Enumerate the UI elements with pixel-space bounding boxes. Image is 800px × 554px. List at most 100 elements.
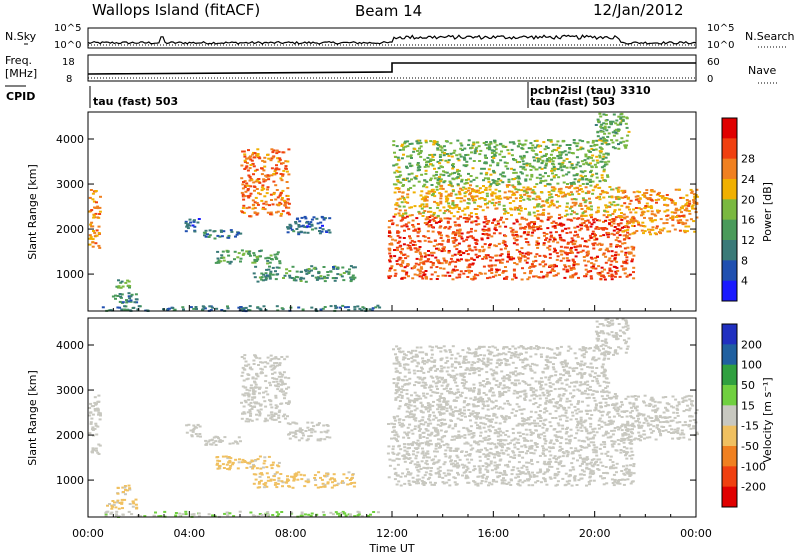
range-cell [281, 174, 285, 177]
range-cell [504, 235, 508, 238]
range-cell [542, 208, 546, 211]
range-cell [512, 438, 516, 441]
range-cell [545, 483, 549, 486]
range-cell [542, 472, 546, 475]
range-cell [226, 307, 230, 310]
range-cell [549, 215, 553, 218]
range-cell [299, 278, 303, 281]
range-cell [280, 162, 283, 165]
range-cell [318, 226, 322, 229]
range-cell [207, 440, 211, 443]
range-cell [670, 201, 674, 204]
range-cell [222, 256, 226, 259]
range-cell [125, 301, 129, 304]
range-cell [259, 408, 263, 411]
range-cell [450, 155, 454, 158]
range-cell [572, 261, 576, 263]
range-cell [444, 261, 448, 264]
range-cell [249, 387, 253, 389]
range-cell [253, 254, 256, 257]
range-cell [463, 182, 467, 185]
range-cell [408, 237, 412, 240]
range-cell [649, 194, 653, 196]
range-cell [303, 513, 307, 516]
range-cell [300, 437, 304, 440]
range-cell [400, 143, 404, 146]
range-cell [466, 189, 470, 192]
range-cell [509, 207, 513, 210]
range-cell [631, 454, 635, 457]
range-cell [397, 258, 401, 261]
range-cell [287, 386, 291, 389]
range-cell [262, 486, 266, 489]
range-cell [570, 237, 574, 240]
range-cell [515, 191, 519, 194]
range-cell [491, 161, 495, 164]
range-cell [438, 175, 442, 178]
range-cell [435, 140, 439, 143]
range-cell [272, 357, 276, 360]
range-cell [123, 498, 127, 501]
range-cell [457, 197, 461, 200]
range-cell [604, 452, 608, 455]
range-cell [607, 233, 611, 236]
range-cell [535, 139, 539, 142]
range-cell [128, 503, 132, 505]
range-cell [518, 484, 522, 487]
range-cell [307, 429, 311, 432]
range-cell [457, 242, 461, 245]
range-cell [452, 268, 456, 271]
range-cell [315, 513, 319, 516]
range-cell [439, 225, 443, 228]
range-cell [552, 270, 556, 272]
range-cell [426, 217, 430, 220]
range-cell [252, 482, 256, 485]
range-cell [449, 182, 453, 185]
range-cell [629, 471, 633, 474]
range-cell [437, 443, 441, 445]
range-cell [585, 456, 589, 459]
range-cell [618, 208, 622, 211]
range-cell [633, 231, 637, 234]
range-cell [242, 411, 246, 414]
range-cell [470, 151, 473, 154]
range-cell [583, 240, 587, 243]
range-cell [474, 220, 478, 223]
range-cell [269, 254, 273, 257]
range-cell [277, 411, 281, 414]
range-cell [317, 277, 321, 280]
range-cell [525, 174, 529, 177]
cpid-entry-3: tau (fast) 503 [530, 95, 615, 108]
range-cell [495, 180, 499, 183]
range-cell [251, 460, 255, 463]
range-cell [486, 237, 490, 240]
range-cell [274, 384, 277, 387]
range-cell [579, 174, 583, 177]
range-cell [631, 428, 634, 431]
range-cell [519, 199, 522, 202]
range-cell [645, 202, 649, 205]
range-cell [484, 257, 488, 260]
nsearch-tick-bottom: 10^0 [707, 40, 734, 51]
range-cell [599, 193, 603, 196]
range-cell [466, 207, 470, 210]
range-cell [550, 234, 553, 237]
range-cell [426, 429, 430, 432]
range-cell [395, 246, 399, 249]
range-cell [550, 178, 554, 181]
range-cell [265, 203, 269, 206]
range-cell [557, 162, 561, 165]
range-cell [541, 261, 545, 264]
range-cell [416, 249, 420, 252]
range-cell [513, 273, 516, 276]
range-cell [453, 253, 457, 256]
range-cell [622, 115, 626, 118]
range-cell [430, 188, 434, 191]
range-cell [487, 227, 491, 230]
range-cell [398, 205, 402, 208]
range-cell [539, 481, 543, 484]
range-cell [557, 146, 561, 149]
range-cell [251, 162, 255, 165]
range-cell [455, 204, 459, 206]
range-cell [264, 275, 268, 278]
